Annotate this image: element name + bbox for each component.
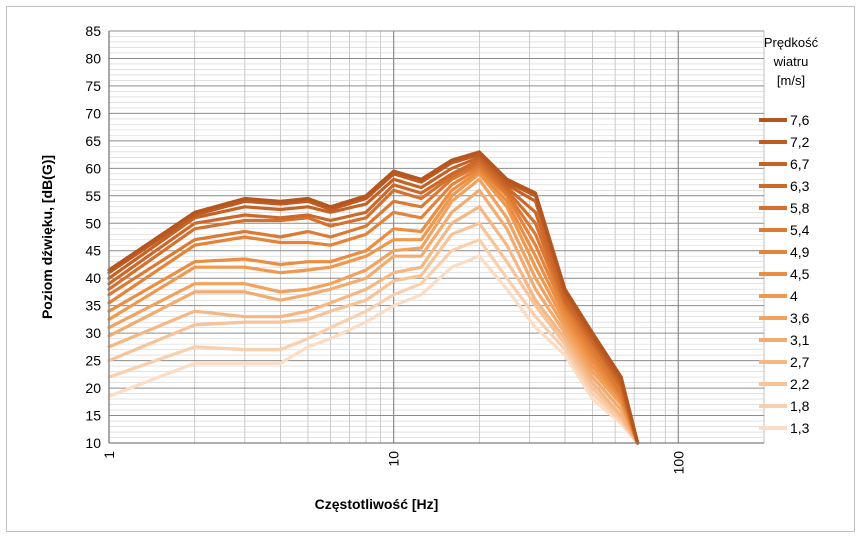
legend-label: 7,6	[790, 112, 810, 128]
series-line-2-7	[107, 205, 640, 445]
legend: Prędkość wiatru [m/s] 7,6 7,2 6,7 6,3 5,8 5,4 4,9…	[759, 35, 819, 436]
x-axis-label: Częstotliwość [Hz]	[315, 496, 439, 512]
legend-title-line: wiatru	[773, 54, 809, 69]
y-tick-label: 25	[85, 353, 101, 369]
grid-minor	[109, 31, 765, 443]
series-line-4-9	[107, 166, 640, 445]
y-axis-label: Poziom dźwięku, [dB(G)]	[39, 155, 55, 319]
series-line-3-1	[107, 188, 640, 445]
y-tick-label: 15	[85, 408, 101, 424]
legend-label: 2,2	[790, 376, 810, 392]
y-tick-label: 80	[85, 50, 101, 66]
legend-title-line: [m/s]	[777, 73, 805, 88]
legend-label: 2,7	[790, 354, 810, 370]
series-line-1-3	[107, 254, 640, 445]
y-tick-label: 60	[85, 160, 101, 176]
y-tick-label: 75	[85, 78, 101, 94]
y-tick-label: 65	[85, 133, 101, 149]
legend-label: 6,3	[790, 178, 810, 194]
x-tick-label: 100	[670, 451, 686, 475]
y-tick-label: 35	[85, 298, 101, 314]
series-line-7-6	[107, 150, 640, 445]
series-line-4	[107, 172, 640, 445]
series-line-1-8	[107, 238, 640, 445]
series-line-3-6	[107, 177, 640, 445]
legend-label: 4,9	[790, 244, 810, 260]
y-tick-label: 55	[85, 188, 101, 204]
legend-label: 7,2	[790, 134, 810, 150]
y-tick-label: 85	[85, 23, 101, 39]
series-line-5-4	[107, 164, 640, 445]
legend-title-line: Prędkość	[764, 35, 819, 50]
y-tick-label: 10	[85, 435, 101, 451]
y-tick-label: 40	[85, 270, 101, 286]
legend-label: 4	[790, 288, 798, 304]
series-group	[107, 150, 640, 445]
legend-label: 3,6	[790, 310, 810, 326]
grid-major	[108, 30, 764, 444]
x-tick-label: 1	[101, 451, 117, 459]
y-tick-label: 30	[85, 325, 101, 341]
series-line-6-3	[107, 158, 640, 445]
x-tick-label: 10	[386, 451, 402, 467]
legend-label: 1,3	[790, 420, 810, 436]
legend-label: 3,1	[790, 332, 810, 348]
chart-frame: 10 15 20 25 30 35 40 45 50 55 60 65 70 75 80 85 1 10 100 P…	[6, 6, 855, 532]
legend-label: 5,8	[790, 200, 810, 216]
y-tick-label: 45	[85, 243, 101, 259]
legend-label: 5,4	[790, 222, 810, 238]
y-tick-label: 20	[85, 380, 101, 396]
legend-label: 1,8	[790, 398, 810, 414]
legend-label: 6,7	[790, 156, 810, 172]
legend-label: 4,5	[790, 266, 810, 282]
series-line-4-5	[107, 169, 640, 445]
series-line-2-2	[107, 221, 640, 445]
y-tick-label: 70	[85, 105, 101, 121]
y-tick-label: 50	[85, 215, 101, 231]
